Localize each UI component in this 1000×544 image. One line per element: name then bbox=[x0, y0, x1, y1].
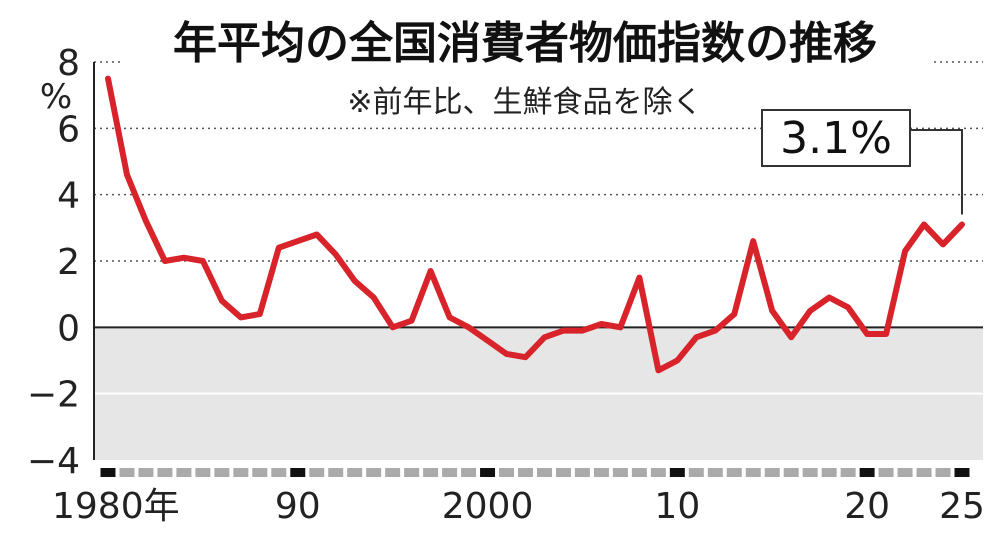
year-bar-segment bbox=[537, 468, 552, 477]
year-bar-segment bbox=[954, 468, 970, 477]
chart-note: ※前年比、生鮮食品を除く bbox=[347, 85, 702, 120]
y-tick-label: 2 bbox=[57, 242, 80, 283]
year-bar-segment bbox=[935, 468, 951, 477]
year-bar-segment bbox=[650, 468, 666, 477]
year-bar-segment bbox=[631, 468, 647, 477]
year-bar-segment bbox=[385, 468, 401, 477]
y-tick-label: −4 bbox=[27, 441, 80, 482]
year-bar-segment bbox=[214, 468, 230, 477]
year-bar-segment bbox=[252, 468, 268, 477]
year-bar-segment bbox=[612, 468, 628, 477]
callout-leader-line bbox=[910, 129, 963, 215]
year-bar-segment bbox=[593, 468, 609, 477]
year-bar-segment bbox=[499, 468, 515, 477]
year-bar-segment bbox=[802, 468, 818, 477]
year-bar-segment bbox=[555, 468, 571, 477]
year-bar-segment bbox=[290, 468, 306, 477]
year-bar-segment bbox=[840, 468, 856, 477]
year-bar-segment bbox=[328, 468, 344, 477]
year-bar-segment bbox=[764, 468, 780, 477]
x-tick-label: 20 bbox=[844, 486, 890, 527]
title-background bbox=[120, 6, 930, 72]
y-tick-label: 6 bbox=[57, 109, 80, 150]
year-bar-segment bbox=[821, 468, 837, 477]
year-bar-segment bbox=[233, 468, 249, 477]
x-tick-label: 90 bbox=[275, 486, 321, 527]
year-bar-segment bbox=[518, 468, 533, 477]
year-bar-segment bbox=[309, 468, 325, 477]
year-bar-segment bbox=[176, 468, 192, 477]
x-tick-label: 10 bbox=[654, 486, 700, 527]
callout-box bbox=[761, 109, 911, 167]
y-tick-label: 4 bbox=[57, 176, 80, 217]
y-tick-label: 0 bbox=[57, 308, 80, 349]
year-bar-segment bbox=[366, 468, 382, 477]
year-bar-segment bbox=[707, 468, 723, 477]
year-bar-segment bbox=[157, 468, 173, 477]
year-bar-segment bbox=[347, 468, 363, 477]
year-bar-segment bbox=[404, 468, 420, 477]
x-tick-label: 2000 bbox=[442, 486, 534, 527]
year-bar-segment bbox=[423, 468, 439, 477]
x-axis-year-bar bbox=[100, 468, 970, 477]
year-bar-segment bbox=[100, 468, 116, 477]
x-tick-labels: 1980年 90 2000 10 20 25 bbox=[52, 486, 985, 527]
year-bar-segment bbox=[195, 468, 211, 477]
series-line bbox=[105, 75, 965, 374]
year-bar-segment bbox=[783, 468, 799, 477]
y-unit-label: % bbox=[40, 77, 72, 117]
year-bar-segment bbox=[442, 468, 458, 477]
year-bar-segment bbox=[119, 468, 135, 477]
year-bar-segment bbox=[897, 468, 913, 477]
year-bar-segment bbox=[688, 468, 704, 477]
year-bar-segment bbox=[745, 468, 761, 477]
year-bar-segment bbox=[480, 468, 496, 477]
year-bar-segment bbox=[669, 468, 685, 477]
axes bbox=[93, 62, 983, 460]
year-bar-segment bbox=[574, 468, 590, 477]
year-bar-segment bbox=[726, 468, 742, 477]
chart-title: 年平均の全国消費者物価指数の推移 bbox=[173, 18, 877, 69]
x-tick-label: 25 bbox=[939, 486, 985, 527]
y-tick-label: 8 bbox=[57, 43, 80, 84]
x-tick-label: 1980年 bbox=[52, 486, 180, 527]
year-bar-segment bbox=[859, 468, 875, 477]
y-tick-labels: 8 6 4 2 0 −2 −4 bbox=[27, 43, 80, 482]
year-bar-segment bbox=[916, 468, 932, 477]
year-bar-segment bbox=[271, 468, 287, 477]
year-bar-segment bbox=[878, 468, 894, 477]
year-bar-segment bbox=[461, 468, 477, 477]
y-tick-label: −2 bbox=[27, 375, 80, 416]
callout-label: 3.1% bbox=[780, 113, 892, 164]
callout: 3.1% bbox=[761, 109, 963, 215]
year-bar-segment bbox=[138, 468, 154, 477]
